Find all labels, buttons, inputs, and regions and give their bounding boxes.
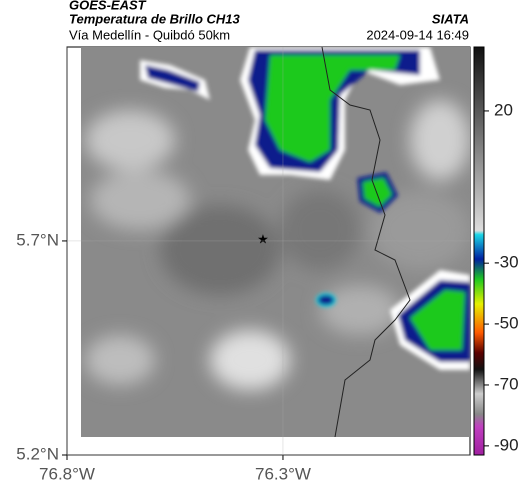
colorbar-tick-label: -50 <box>494 314 519 333</box>
subtitle: Temperatura de Brillo CH13 <box>69 11 241 26</box>
location-marker: ★ <box>257 231 269 246</box>
place: Vía Medellín - Quibdó 50km <box>69 27 230 42</box>
colorbar-tick-label: 20 <box>494 100 513 119</box>
lat-tick-label: 5.7°N <box>16 230 59 249</box>
source: SIATA <box>432 11 469 26</box>
colorbar-tick-label: -90 <box>494 435 519 454</box>
lon-tick-label: 76.3°W <box>255 464 311 483</box>
colorbar-tick-label: -30 <box>494 253 519 272</box>
title: GOES-EAST <box>69 0 147 12</box>
lon-tick-label: 76.8°W <box>39 464 95 483</box>
colorbar-tick-label: -70 <box>494 374 519 393</box>
lat-tick-label: 5.2°N <box>16 444 59 463</box>
imagery <box>81 47 470 437</box>
datetime: 2024-09-14 16:49 <box>366 27 469 42</box>
colorbar <box>473 46 485 456</box>
